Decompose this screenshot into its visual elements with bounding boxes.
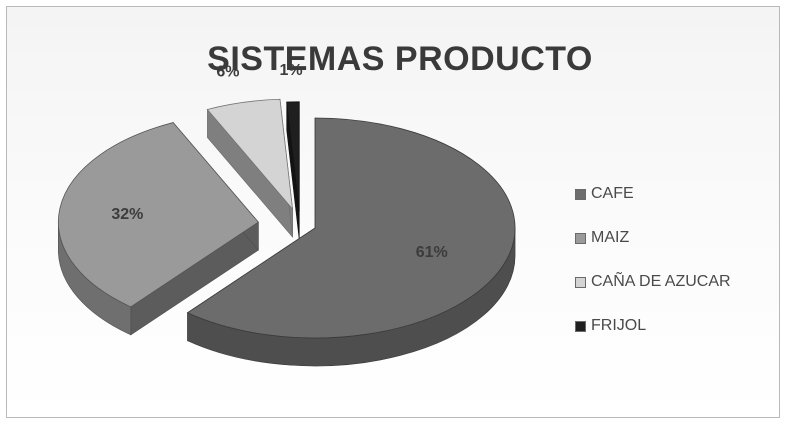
legend-item-maiz: MAIZ [575, 226, 629, 250]
legend-item-cafe: CAFE [575, 182, 634, 206]
pie-slices [57, 98, 516, 367]
legend-label: MAIZ [591, 229, 630, 246]
pie-slice-top [57, 122, 259, 308]
legend-swatch [575, 276, 586, 288]
legend-label: FRIJOL [591, 317, 647, 334]
legend-label: CAÑA DE AZUCAR [591, 273, 731, 290]
legend-swatch [575, 320, 586, 332]
pie-slice-cana-de-azucar [206, 98, 294, 238]
data-label-cana-de-azucar: 6% [216, 64, 239, 81]
legend-item-frijol: FRIJOL [575, 314, 646, 338]
legend-item-cana-de-azucar: CAÑA DE AZUCAR [575, 270, 731, 294]
pie-slice-cafe [186, 117, 516, 367]
data-label-frijol: 1% [280, 62, 303, 79]
pie-slice-top [206, 98, 294, 211]
pie-slice-top [186, 117, 516, 339]
chart-title: SISTEMAS PRODUCTO [207, 40, 593, 78]
data-label-cafe: 61% [416, 244, 448, 261]
legend-swatch [575, 188, 586, 200]
legend-label: CAFE [591, 185, 634, 202]
legend-swatch [575, 232, 586, 244]
pie-slice-frijol [286, 101, 300, 240]
data-label-maiz: 32% [111, 206, 143, 223]
pie-slice-maiz [57, 121, 259, 336]
pie-slice-top [286, 101, 300, 212]
